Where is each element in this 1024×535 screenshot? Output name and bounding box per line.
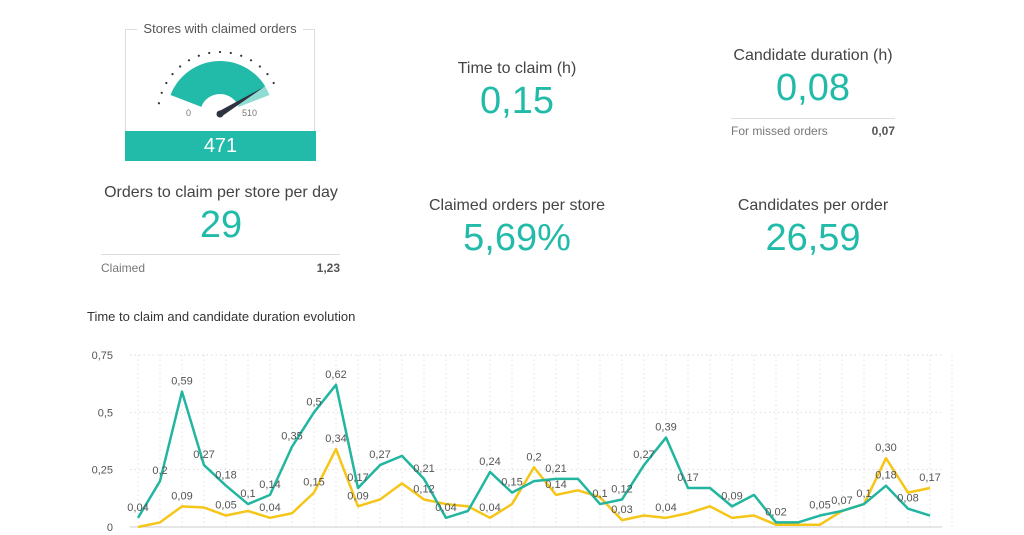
data-label: 0,1: [592, 488, 607, 500]
data-label: 0,18: [215, 470, 236, 482]
gauge-tick: [157, 102, 161, 105]
gauge-tick: [197, 54, 200, 57]
candidate-duration-title: Candidate duration (h): [733, 47, 893, 64]
gauge-tick: [208, 51, 211, 55]
y-tick-label: 0: [107, 522, 113, 534]
data-label: 0,1: [856, 488, 871, 500]
orders-to-claim-title: Orders to claim per store per day: [104, 184, 338, 201]
data-label: 0,09: [347, 490, 368, 502]
gauge-max-label: 510: [242, 108, 258, 118]
data-label: 0,09: [171, 490, 192, 502]
data-label: 0,14: [545, 479, 566, 491]
data-label: 0,1: [240, 488, 255, 500]
gauge-tick: [160, 91, 163, 94]
data-label: 0,18: [875, 470, 896, 482]
data-label: 0,21: [545, 463, 566, 475]
y-tick-label: 0,25: [92, 465, 113, 477]
data-label: 0,27: [193, 449, 214, 461]
data-label: 0,05: [809, 500, 830, 512]
data-label: 0,59: [171, 376, 192, 388]
data-label: 0,35: [281, 431, 302, 443]
gauge-chart: [157, 50, 275, 118]
data-label: 0,12: [611, 483, 632, 495]
data-label: 0,02: [765, 506, 786, 518]
data-label: 0,27: [633, 449, 654, 461]
data-label: 0,30: [875, 442, 896, 454]
data-label: 0,04: [479, 502, 500, 514]
claimed-orders-value: 5,69%: [463, 217, 571, 259]
series-line: [137, 447, 931, 529]
gauge-needle-pivot: [216, 110, 224, 118]
candidates-title: Candidates per order: [737, 197, 889, 214]
data-label: 0,04: [259, 502, 280, 514]
gauge-tick: [249, 59, 253, 62]
line-chart: 00,250,50,750,040,20,590,270,180,10,140,…: [92, 350, 953, 534]
gauge-title: Stores with claimed orders: [125, 21, 315, 36]
missed-orders-label: For missed orders: [731, 124, 828, 138]
time-to-claim-title: Time to claim (h): [457, 60, 577, 77]
time-to-claim-value: 0,15: [480, 80, 554, 122]
claimed-orders-title: Claimed orders per store: [428, 197, 606, 214]
divider: [731, 118, 895, 119]
data-label: 0,24: [479, 456, 500, 468]
data-label: 0,09: [721, 490, 742, 502]
data-label: 0,04: [127, 502, 148, 514]
gauge-tick: [266, 73, 269, 76]
data-label: 0,34: [325, 433, 346, 445]
data-label: 0,14: [259, 479, 280, 491]
data-label: 0,2: [526, 451, 541, 463]
claimed-label: Claimed: [101, 261, 146, 275]
data-label: 0,05: [215, 500, 236, 512]
data-label: 0,15: [303, 477, 324, 489]
data-label: 0,39: [655, 422, 676, 434]
gauge-tick: [179, 65, 182, 68]
data-label: 0,17: [919, 472, 940, 484]
gauge-tick: [229, 51, 232, 55]
gauge-tick: [258, 65, 261, 68]
gauge-tick: [165, 81, 168, 85]
gauge-value: 471: [125, 131, 316, 161]
gauge-min-label: 0: [186, 108, 192, 118]
chart-title: Time to claim and candidate duration evo…: [87, 309, 356, 324]
data-label: 0,27: [369, 449, 390, 461]
data-label: 0,04: [655, 502, 676, 514]
gauge-tick: [272, 81, 275, 85]
data-label: 0,2: [152, 465, 167, 477]
missed-orders-value: 0,07: [871, 124, 895, 138]
gauge-tick: [171, 73, 174, 76]
data-label: 0,62: [325, 369, 346, 381]
gauge-tick: [187, 59, 191, 62]
orders-to-claim-value: 29: [199, 204, 243, 246]
data-label: 0,5: [306, 396, 321, 408]
data-label: 0,08: [897, 493, 918, 505]
data-label: 0,04: [435, 502, 456, 514]
gauge-tick: [240, 54, 243, 57]
data-label: 0,17: [677, 472, 698, 484]
claimed-value: 1,23: [316, 261, 340, 275]
data-label: 0,03: [611, 504, 632, 516]
gauge-fill: [170, 60, 266, 107]
candidates-value: 26,59: [765, 217, 861, 259]
data-label: 0,07: [831, 495, 852, 507]
y-tick-label: 0,5: [98, 407, 113, 419]
gauge-remaining: [237, 86, 270, 107]
series-line: [136, 383, 931, 524]
data-label: 0,15: [501, 477, 522, 489]
gauge-needle: [218, 86, 265, 117]
candidate-duration-value: 0,08: [776, 67, 850, 109]
data-label: 0,21: [413, 463, 434, 475]
gauge-tick: [218, 50, 222, 54]
data-label: 0,12: [413, 483, 434, 495]
data-label: 0,17: [347, 472, 368, 484]
y-tick-label: 0,75: [92, 350, 113, 362]
divider: [101, 254, 340, 255]
